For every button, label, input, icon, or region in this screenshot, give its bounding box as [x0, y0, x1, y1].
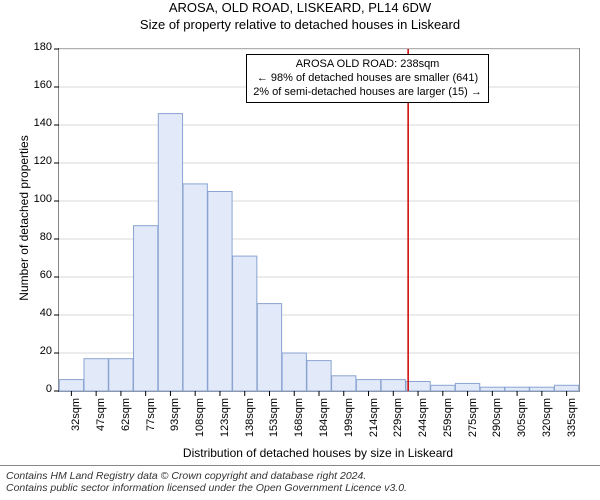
x-tick-label: 335sqm: [566, 398, 578, 448]
x-tick-label: 93sqm: [169, 398, 181, 448]
footer-line-2: Contains public sector information licen…: [6, 482, 594, 494]
annotation-line-1: AROSA OLD ROAD: 238sqm: [253, 58, 482, 72]
y-tick-label: 140: [22, 117, 52, 129]
x-tick-label: 199sqm: [343, 398, 355, 448]
page-subtitle: Size of property relative to detached ho…: [0, 17, 600, 32]
annotation-line-3: 2% of semi-detached houses are larger (1…: [253, 86, 482, 100]
y-tick-label: 100: [22, 193, 52, 205]
y-tick-label: 20: [22, 345, 52, 357]
x-tick-label: 62sqm: [120, 398, 132, 448]
x-tick-label: 32sqm: [70, 398, 82, 448]
x-tick-label: 77sqm: [145, 398, 157, 448]
y-tick-label: 180: [22, 41, 52, 53]
x-tick-label: 184sqm: [318, 398, 330, 448]
x-tick-label: 244sqm: [417, 398, 429, 448]
x-tick-label: 290sqm: [491, 398, 503, 448]
x-tick-label: 168sqm: [293, 398, 305, 448]
y-tick-label: 160: [22, 79, 52, 91]
y-tick-label: 120: [22, 155, 52, 167]
annotation-line-2: ← 98% of detached houses are smaller (64…: [253, 72, 482, 86]
page-title: AROSA, OLD ROAD, LISKEARD, PL14 6DW: [0, 0, 600, 15]
footer: Contains HM Land Registry data © Crown c…: [0, 465, 600, 500]
y-tick-label: 60: [22, 269, 52, 281]
x-tick-label: 153sqm: [268, 398, 280, 448]
x-axis-label: Distribution of detached houses by size …: [58, 446, 578, 460]
x-tick-label: 214sqm: [368, 398, 380, 448]
chart-area: AROSA OLD ROAD: 238sqm ← 98% of detached…: [58, 48, 580, 392]
y-tick-label: 40: [22, 307, 52, 319]
x-tick-label: 138sqm: [244, 398, 256, 448]
y-tick-label: 80: [22, 231, 52, 243]
x-tick-label: 108sqm: [194, 398, 206, 448]
annotation-box: AROSA OLD ROAD: 238sqm ← 98% of detached…: [246, 54, 489, 103]
x-tick-label: 320sqm: [541, 398, 553, 448]
footer-line-1: Contains HM Land Registry data © Crown c…: [6, 470, 594, 482]
x-tick-label: 47sqm: [95, 398, 107, 448]
x-tick-label: 259sqm: [442, 398, 454, 448]
x-tick-label: 229sqm: [392, 398, 404, 448]
x-tick-label: 275sqm: [467, 398, 479, 448]
x-tick-label: 305sqm: [516, 398, 528, 448]
x-tick-label: 123sqm: [219, 398, 231, 448]
y-tick-label: 0: [22, 383, 52, 395]
